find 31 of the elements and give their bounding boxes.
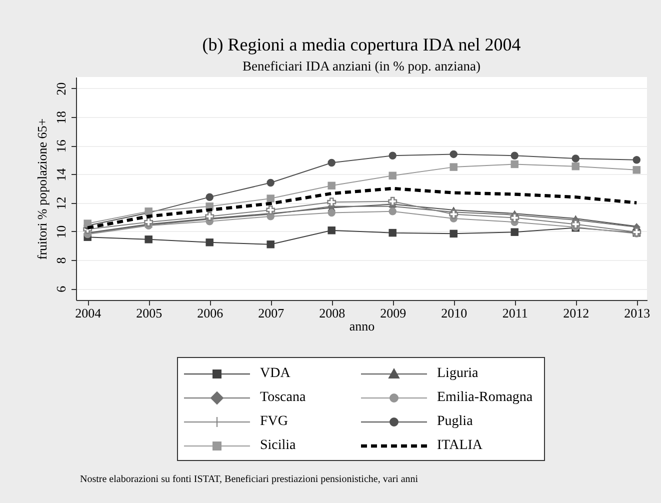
x-tick-label: 2004 [75, 306, 102, 320]
chart-subtitle: Beneficiari IDA anziani (in % pop. anziana) [242, 58, 481, 74]
legend-label: ITALIA [437, 438, 483, 454]
chart-title: (b) Regioni a media copertura IDA nel 2004 [202, 34, 521, 54]
text: Nostre elaborazioni su fonti ISTAT, Beneficiari prestiazioni pensionistiche, vari anni [80, 474, 418, 485]
x-tick-label: 2012 [563, 306, 590, 320]
x-tick-label: 2011 [502, 306, 528, 320]
y-tick-label: 8 [54, 257, 68, 264]
x-tick-label: 2005 [136, 306, 162, 320]
x-tick-label: 2007 [258, 306, 285, 320]
y-tick-label: 12 [54, 196, 68, 210]
y-tick-label: 20 [54, 82, 68, 96]
y-tick-label: 6 [54, 285, 68, 292]
legend-label: VDA [260, 366, 290, 382]
x-tick-label: 2008 [319, 306, 346, 320]
y-tick-label: 18 [54, 111, 68, 124]
legend-label: Liguria [437, 366, 478, 382]
legend-label: Puglia [437, 414, 473, 430]
y-tick-label: 16 [54, 139, 68, 153]
legend-label: Emilia-Romagna [437, 390, 533, 406]
x-tick-label: 2009 [380, 306, 406, 320]
x-axis-title: anno [349, 318, 375, 334]
x-tick-label: 2010 [441, 306, 468, 320]
legend-label: Toscana [260, 390, 306, 406]
x-tick-label: 2006 [197, 306, 224, 320]
y-axis-title: fruitori % popolazione 65+ [34, 118, 50, 260]
x-tick-label: 2013 [624, 306, 650, 320]
legend-label: Sicilia [260, 438, 296, 454]
y-tick-label: 14 [54, 168, 68, 182]
legend-label: FVG [260, 414, 288, 430]
y-tick-label: 10 [54, 225, 68, 238]
